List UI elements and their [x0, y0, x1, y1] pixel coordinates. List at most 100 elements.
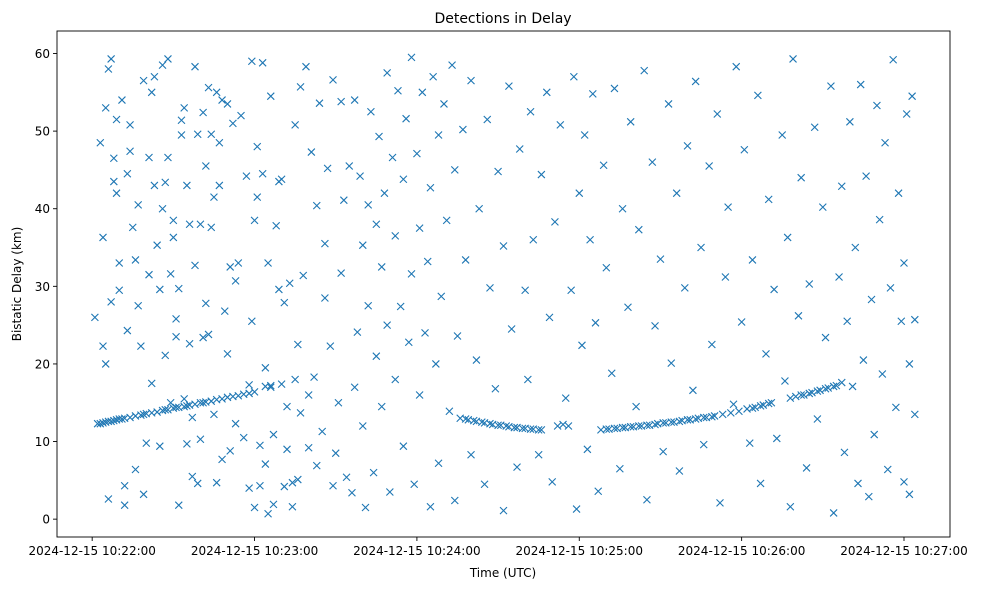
- data-point: [548, 478, 557, 486]
- data-point: [651, 420, 659, 429]
- data-point: [285, 279, 294, 288]
- data-point: [172, 332, 180, 341]
- data-point: [358, 241, 367, 250]
- data-point: [120, 481, 129, 490]
- data-point: [204, 83, 213, 92]
- data-point: [261, 460, 270, 468]
- data-point: [126, 147, 134, 156]
- data-point: [415, 391, 424, 399]
- data-point: [431, 360, 440, 368]
- data-point: [212, 88, 221, 97]
- data-point: [667, 359, 676, 368]
- data-point: [434, 459, 443, 468]
- data-point: [226, 263, 235, 271]
- data-point: [607, 369, 616, 378]
- data-point: [545, 313, 554, 322]
- data-point: [426, 502, 435, 511]
- data-point: [667, 418, 676, 427]
- data-point: [832, 381, 841, 390]
- data-point: [802, 464, 811, 472]
- data-point: [572, 505, 581, 513]
- data-point: [96, 138, 105, 147]
- data-point: [421, 329, 429, 337]
- data-point: [615, 464, 624, 473]
- data-point: [632, 402, 640, 411]
- data-point: [188, 413, 197, 422]
- data-point: [136, 411, 145, 420]
- data-point: [851, 243, 860, 252]
- data-point: [770, 285, 778, 294]
- data-point: [764, 195, 773, 204]
- data-point: [759, 401, 768, 409]
- data-point: [310, 373, 318, 382]
- data-point: [883, 465, 892, 474]
- data-point: [910, 315, 919, 324]
- data-point: [886, 283, 895, 292]
- data-point: [231, 277, 240, 285]
- data-point: [293, 475, 302, 484]
- data-point: [824, 384, 833, 392]
- data-point: [256, 441, 264, 450]
- data-point: [136, 342, 145, 350]
- data-point: [350, 383, 359, 392]
- data-point: [166, 270, 175, 278]
- data-point: [897, 317, 906, 326]
- data-point: [372, 352, 381, 361]
- data-point: [147, 88, 156, 97]
- data-point: [691, 77, 700, 86]
- data-point: [334, 398, 343, 407]
- data-point: [112, 189, 121, 198]
- data-point: [881, 138, 889, 147]
- data-point: [716, 498, 724, 507]
- data-point: [207, 130, 216, 139]
- data-point: [505, 82, 513, 90]
- data-point: [180, 394, 189, 403]
- data-point: [588, 89, 597, 98]
- data-point: [293, 340, 302, 349]
- data-point: [104, 65, 113, 73]
- data-point: [542, 88, 551, 97]
- data-point: [713, 110, 722, 118]
- data-point: [440, 100, 448, 108]
- data-point: [329, 481, 337, 490]
- y-axis-ticks: 0 10 20 30 40 50 60: [35, 47, 57, 527]
- data-point: [237, 111, 245, 120]
- data-point: [183, 439, 191, 448]
- data-point: [829, 509, 838, 517]
- data-point: [818, 203, 827, 212]
- data-point: [567, 286, 576, 295]
- data-point: [862, 172, 871, 181]
- data-point: [559, 420, 567, 429]
- data-point: [337, 97, 346, 106]
- data-point: [643, 495, 651, 504]
- data-point: [99, 342, 107, 350]
- data-point: [207, 397, 216, 406]
- data-point: [115, 259, 124, 267]
- data-point: [680, 283, 689, 292]
- x-tick-label: 2024-12-15 10:23:00: [191, 544, 318, 558]
- data-point: [810, 123, 819, 132]
- data-point: [772, 434, 781, 443]
- data-point: [174, 284, 183, 293]
- x-tick-label: 2024-12-15 10:22:00: [28, 544, 155, 558]
- data-point: [107, 417, 116, 426]
- data-point: [797, 173, 806, 182]
- y-tick-label: 40: [35, 202, 50, 216]
- data-point: [534, 450, 543, 459]
- data-point: [475, 204, 484, 213]
- x-tick-label: 2024-12-15 10:27:00: [840, 544, 967, 558]
- data-point: [618, 423, 627, 432]
- data-point: [707, 412, 716, 421]
- data-point: [120, 501, 129, 510]
- data-point: [375, 132, 383, 141]
- data-point: [467, 450, 475, 459]
- data-point: [859, 356, 868, 364]
- data-point: [161, 351, 170, 360]
- data-point: [291, 375, 300, 384]
- data-point: [529, 235, 538, 244]
- data-point: [280, 298, 289, 307]
- data-point: [239, 433, 248, 442]
- data-point: [786, 394, 795, 402]
- data-point: [799, 391, 808, 399]
